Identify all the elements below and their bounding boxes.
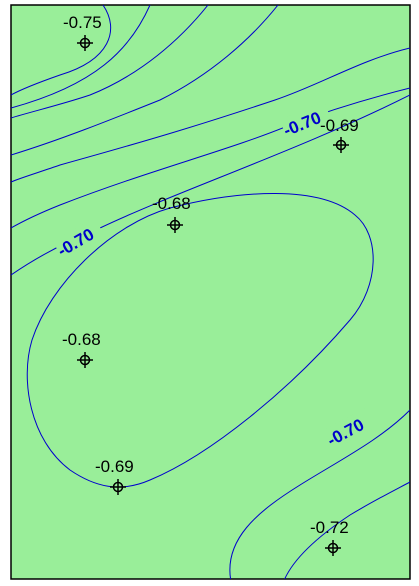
contour-lines bbox=[11, 5, 410, 579]
point-label: -0.68 bbox=[62, 330, 101, 349]
point-label: -0.68 bbox=[152, 194, 191, 213]
contour-line-2 bbox=[11, 5, 151, 109]
crosshair-circle-icon bbox=[77, 352, 93, 368]
contour-line-3 bbox=[11, 5, 209, 119]
contour-line-closed bbox=[26, 193, 374, 488]
point-label: -0.69 bbox=[95, 457, 134, 476]
contour-line-6 bbox=[11, 87, 410, 229]
crosshair-circle-icon bbox=[110, 479, 126, 495]
crosshair-circle-icon bbox=[167, 217, 183, 233]
contour-line-lower-right-1 bbox=[229, 409, 410, 579]
data-point-labels: -0.75 -0.69 -0.68 -0.68 -0.69 -0.72 bbox=[62, 13, 359, 537]
point-label: -0.75 bbox=[63, 13, 102, 32]
contour-line-outer bbox=[11, 94, 410, 276]
crosshair-circle-icon bbox=[325, 540, 341, 556]
contour-line-1 bbox=[11, 5, 112, 96]
crosshair-circle-icon bbox=[77, 35, 93, 51]
contour-line-4 bbox=[11, 5, 279, 156]
data-point-markers bbox=[77, 35, 349, 556]
contour-line-5 bbox=[11, 47, 410, 183]
crosshair-circle-icon bbox=[333, 137, 349, 153]
point-label: -0.69 bbox=[320, 116, 359, 135]
point-label: -0.72 bbox=[310, 518, 349, 537]
contour-line-lower-right-2 bbox=[284, 481, 410, 579]
map-background bbox=[10, 4, 411, 580]
